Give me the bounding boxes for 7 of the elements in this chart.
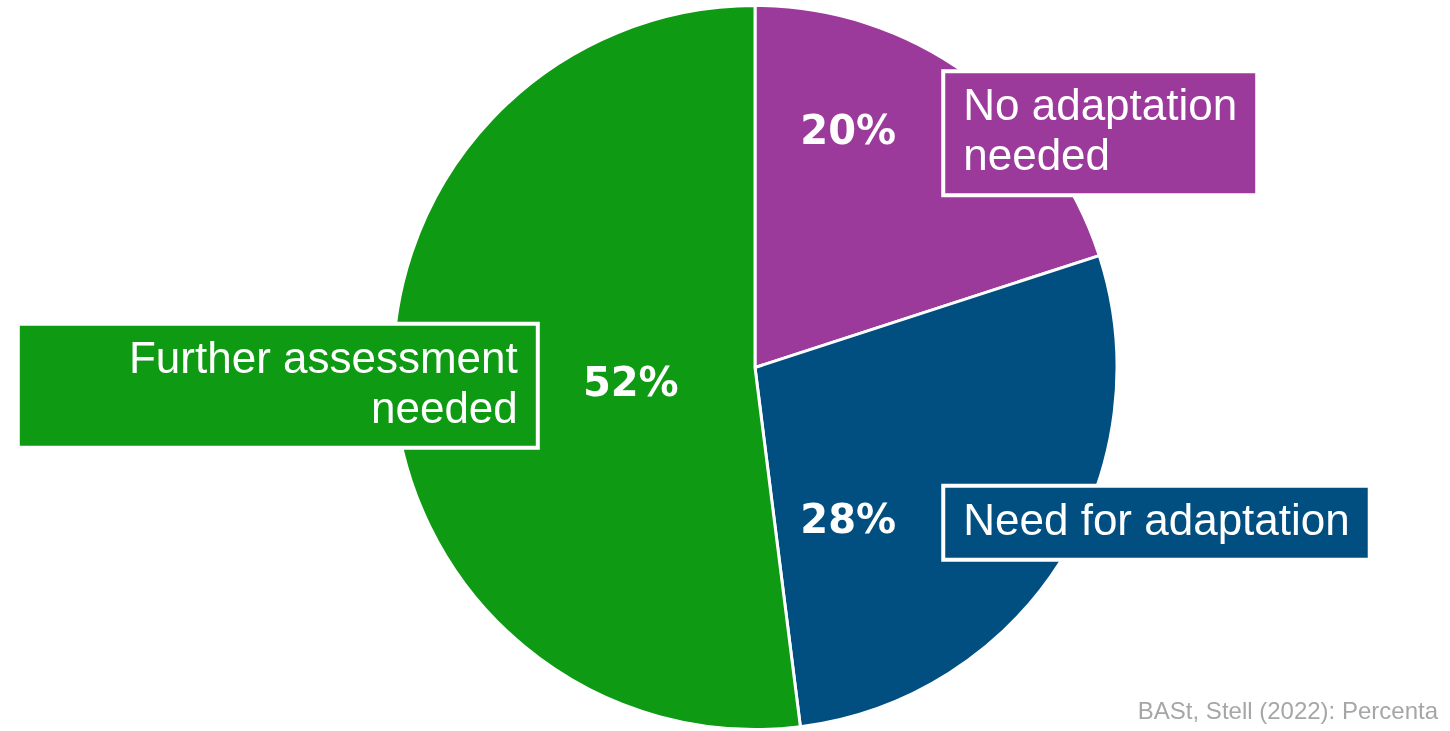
slice-label: Further assessment needed xyxy=(128,332,518,432)
text: BASt, Stell (2022): Percenta xyxy=(1137,697,1438,725)
data-label: 20% xyxy=(800,106,897,153)
data-label: 52% xyxy=(582,359,679,406)
slice-label: Need for adaptation xyxy=(963,494,1350,544)
data-label: 28% xyxy=(800,496,897,543)
slice-label: No adaptation needed xyxy=(963,80,1238,180)
